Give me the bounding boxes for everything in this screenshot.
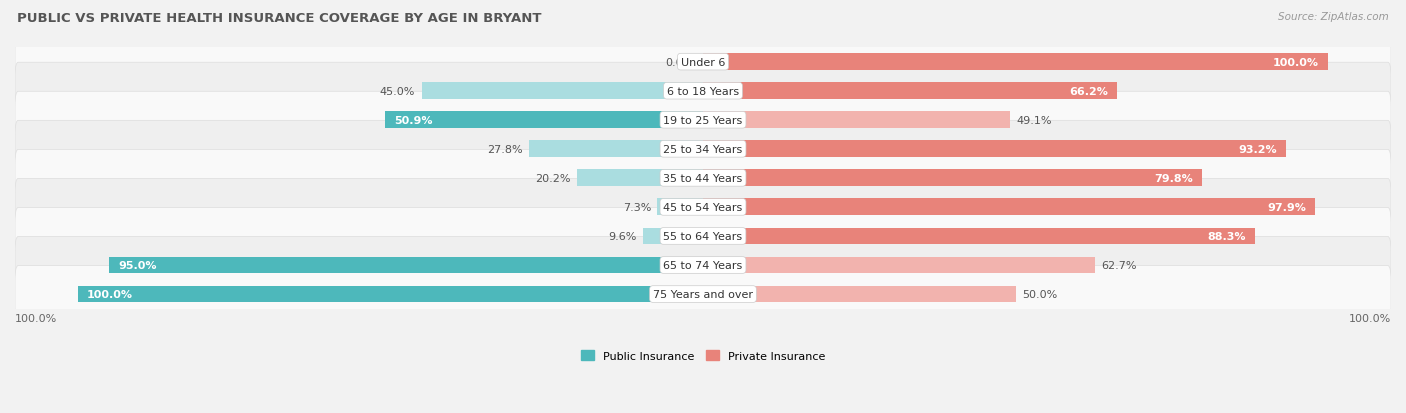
Text: 50.0%: 50.0% [1022, 290, 1057, 299]
Text: 0.0%: 0.0% [665, 57, 693, 67]
Bar [529, 141, 703, 158]
Bar [658, 199, 703, 216]
Text: 100.0%: 100.0% [1272, 57, 1319, 67]
Text: 9.6%: 9.6% [609, 231, 637, 241]
Bar [703, 54, 1329, 71]
FancyBboxPatch shape [15, 34, 1391, 91]
Text: 75 Years and over: 75 Years and over [652, 290, 754, 299]
Text: 100.0%: 100.0% [15, 313, 58, 323]
Text: 35 to 44 Years: 35 to 44 Years [664, 173, 742, 183]
Bar [643, 228, 703, 245]
FancyBboxPatch shape [15, 266, 1391, 323]
Text: 95.0%: 95.0% [118, 260, 156, 271]
Bar [703, 112, 1010, 129]
Text: Under 6: Under 6 [681, 57, 725, 67]
FancyBboxPatch shape [15, 208, 1391, 265]
Bar [703, 83, 1116, 100]
FancyBboxPatch shape [15, 121, 1391, 178]
Text: 66.2%: 66.2% [1069, 86, 1108, 97]
Text: Source: ZipAtlas.com: Source: ZipAtlas.com [1278, 12, 1389, 22]
Bar [703, 286, 1015, 303]
FancyBboxPatch shape [15, 179, 1391, 236]
Text: 100.0%: 100.0% [87, 290, 134, 299]
Text: 93.2%: 93.2% [1237, 145, 1277, 154]
Text: 88.3%: 88.3% [1208, 231, 1246, 241]
Text: 55 to 64 Years: 55 to 64 Years [664, 231, 742, 241]
Bar [703, 141, 1286, 158]
Text: 45.0%: 45.0% [380, 86, 415, 97]
Text: 7.3%: 7.3% [623, 202, 651, 212]
Text: 100.0%: 100.0% [1348, 313, 1391, 323]
Bar [703, 199, 1316, 216]
Text: PUBLIC VS PRIVATE HEALTH INSURANCE COVERAGE BY AGE IN BRYANT: PUBLIC VS PRIVATE HEALTH INSURANCE COVER… [17, 12, 541, 25]
Bar [422, 83, 703, 100]
Legend: Public Insurance, Private Insurance: Public Insurance, Private Insurance [581, 350, 825, 361]
Bar [703, 228, 1256, 245]
Bar [703, 170, 1202, 187]
Text: 62.7%: 62.7% [1101, 260, 1137, 271]
Text: 45 to 54 Years: 45 to 54 Years [664, 202, 742, 212]
Text: 25 to 34 Years: 25 to 34 Years [664, 145, 742, 154]
Text: 20.2%: 20.2% [534, 173, 571, 183]
Text: 27.8%: 27.8% [488, 145, 523, 154]
Text: 65 to 74 Years: 65 to 74 Years [664, 260, 742, 271]
Bar [385, 112, 703, 129]
Bar [576, 170, 703, 187]
FancyBboxPatch shape [15, 150, 1391, 207]
Text: 97.9%: 97.9% [1267, 202, 1306, 212]
FancyBboxPatch shape [15, 237, 1391, 294]
Text: 79.8%: 79.8% [1154, 173, 1192, 183]
Bar [108, 257, 703, 274]
Bar [77, 286, 703, 303]
Text: 50.9%: 50.9% [394, 116, 433, 126]
FancyBboxPatch shape [15, 63, 1391, 120]
Text: 19 to 25 Years: 19 to 25 Years [664, 116, 742, 126]
Bar [703, 257, 1095, 274]
Text: 6 to 18 Years: 6 to 18 Years [666, 86, 740, 97]
Text: 49.1%: 49.1% [1017, 116, 1052, 126]
FancyBboxPatch shape [15, 92, 1391, 149]
